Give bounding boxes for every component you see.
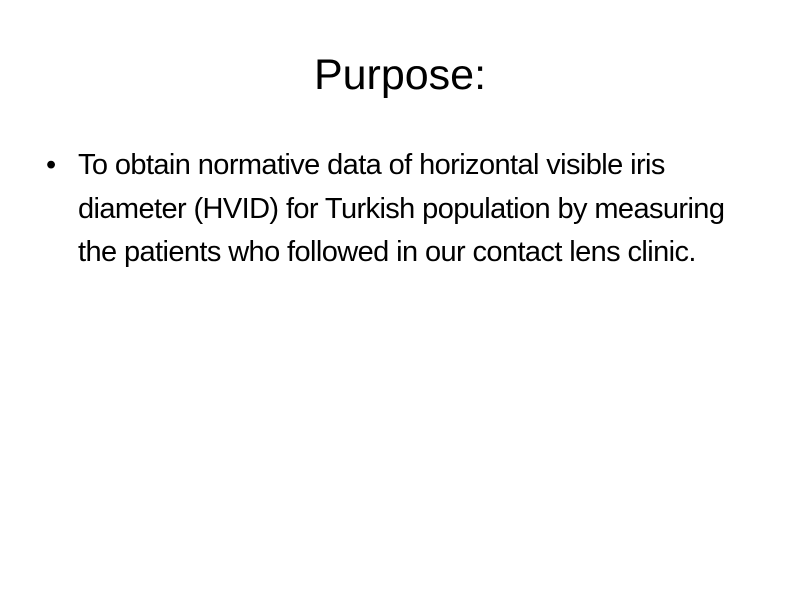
- bullet-list: • To obtain normative data of horizontal…: [46, 144, 756, 275]
- bullet-text: To obtain normative data of horizontal v…: [78, 149, 725, 268]
- bullet-marker: •: [46, 149, 57, 181]
- slide-title: Purpose:: [313, 51, 487, 99]
- bullet-item: • To obtain normative data of horizontal…: [46, 144, 756, 275]
